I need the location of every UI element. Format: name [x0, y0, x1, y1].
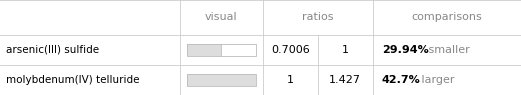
- Text: molybdenum(IV) telluride: molybdenum(IV) telluride: [6, 75, 140, 85]
- Bar: [187, 74, 256, 86]
- Bar: [187, 74, 256, 86]
- Text: 0.7006: 0.7006: [271, 45, 310, 55]
- Text: 1: 1: [287, 75, 294, 85]
- Text: 29.94%: 29.94%: [382, 45, 429, 55]
- Text: 42.7%: 42.7%: [382, 75, 420, 85]
- Text: 1: 1: [342, 45, 349, 55]
- Bar: [187, 44, 256, 56]
- Text: 1.427: 1.427: [329, 75, 361, 85]
- Text: larger: larger: [418, 75, 454, 85]
- Bar: [187, 44, 221, 56]
- Text: ratios: ratios: [302, 12, 333, 22]
- Text: smaller: smaller: [425, 45, 470, 55]
- Text: arsenic(III) sulfide: arsenic(III) sulfide: [6, 45, 100, 55]
- Text: comparisons: comparisons: [412, 12, 482, 22]
- Text: visual: visual: [205, 12, 238, 22]
